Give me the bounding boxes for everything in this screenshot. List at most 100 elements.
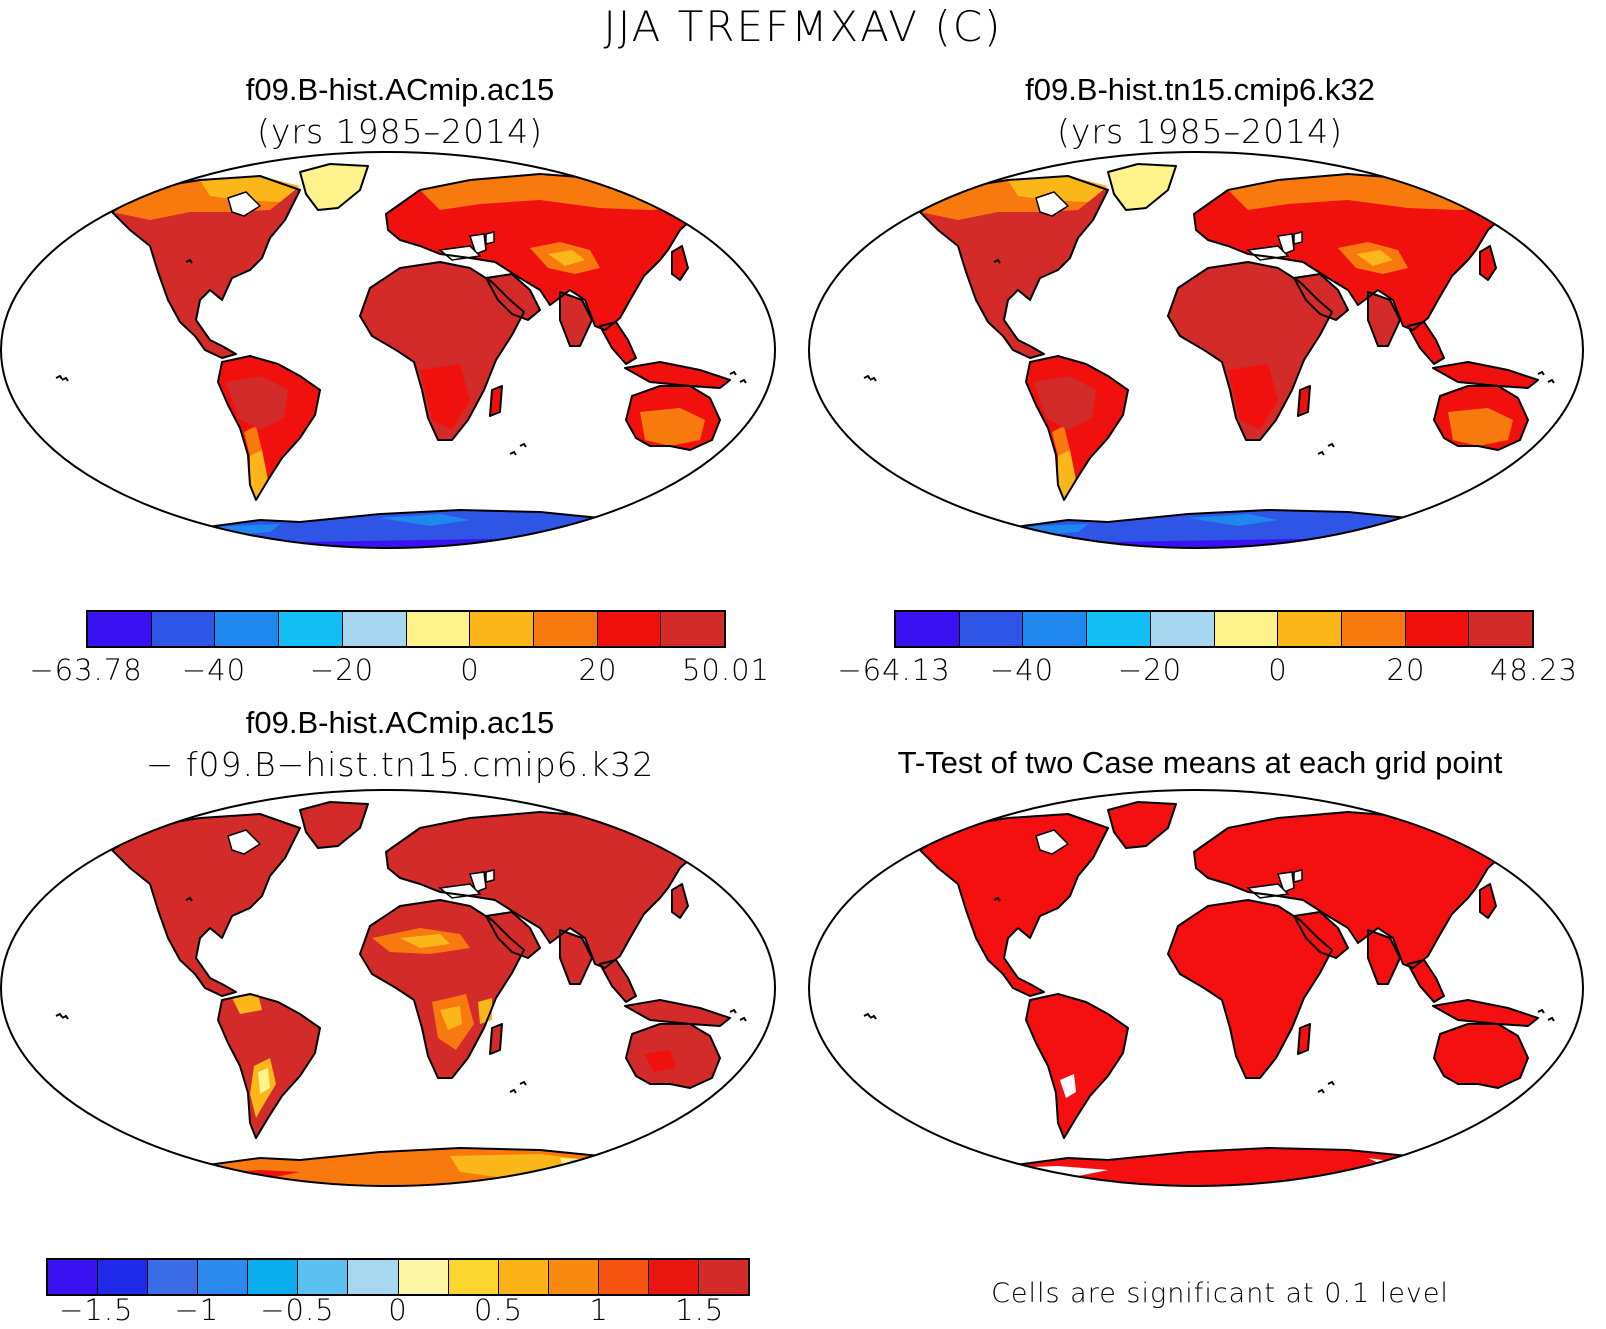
contour-fill	[1113, 166, 1168, 202]
island-outline	[509, 1088, 517, 1094]
land-region-antarctica	[958, 1148, 1448, 1186]
colorbar-ticks-panel-2: −64.13 −40 −20 0 20 48.23	[837, 653, 1577, 689]
land-region-africa	[1168, 262, 1332, 440]
land-region-southAmerica	[1026, 994, 1128, 1138]
colorbar-swatch	[548, 1260, 599, 1294]
colorbar-panel-3	[46, 1258, 750, 1296]
land-region-greenland	[300, 802, 368, 848]
coastline-southAmerica	[1025, 355, 1129, 501]
map-panel-4	[808, 789, 1584, 1187]
colorbar-swatch	[470, 612, 534, 646]
colorbar-swatch	[598, 1260, 649, 1294]
contour-fill	[1034, 376, 1096, 430]
island-outline	[509, 450, 517, 456]
island-outline	[739, 378, 747, 384]
panel-2-title: f09.B-hist.tn15.cmip6.k32	[1025, 72, 1375, 107]
coastline-arabia	[1293, 273, 1349, 321]
panel-1-subtitle: (yrs 1985–2014)	[257, 112, 543, 151]
contour-fill	[200, 176, 300, 202]
coastline-northAmerica	[919, 813, 1109, 997]
coastline-australia	[625, 385, 721, 451]
coastline-greenland	[1107, 163, 1177, 211]
colorbar-swatch	[88, 612, 152, 646]
land-region-africa	[1168, 900, 1332, 1078]
map-panel-3	[0, 789, 776, 1187]
colorbar-tick-label: −1	[174, 1293, 220, 1327]
colorbar-tick-label: 0	[1268, 653, 1288, 687]
coastline-india	[1367, 291, 1401, 347]
colorbar-tick-label: −63.78	[29, 653, 143, 687]
island-outline	[1559, 484, 1567, 490]
lake-outline	[485, 869, 495, 883]
coastline-australia	[625, 1023, 721, 1089]
land-region-northAmerica	[920, 176, 1108, 358]
island-outline	[1537, 370, 1545, 376]
non-significant-area	[1368, 1158, 1438, 1176]
panel-3-subtitle: − f09.B−hist.tn15.cmip6.k32	[145, 745, 655, 784]
colorbar-tick-label: 1	[589, 1293, 609, 1327]
colorbar-swatch	[48, 1260, 99, 1294]
colorbar-swatch	[248, 1260, 299, 1294]
island-outline	[1559, 1122, 1567, 1128]
lake-outline	[1277, 871, 1295, 893]
colorbar-swatch	[98, 1260, 149, 1294]
land-region-madagascar	[490, 386, 502, 416]
colorbar-ticks-panel-3: −1.5 −1 −0.5 0 0.5 1 1.5	[46, 1293, 750, 1329]
island-outline	[1327, 1080, 1335, 1086]
coastline-seAsia	[599, 321, 637, 365]
land-region-arabia	[486, 912, 540, 958]
coastline-indonesia	[1432, 361, 1539, 389]
panel-3-title: f09.B-hist.ACmip.ac15	[245, 705, 555, 740]
contour-fill	[420, 364, 470, 430]
island-outline	[1547, 378, 1555, 384]
island-outline	[519, 442, 527, 448]
contour-fill	[1052, 426, 1070, 456]
island-outline	[993, 896, 1001, 902]
island-outline	[993, 258, 1001, 264]
lake-outline	[1293, 869, 1303, 883]
coastline-japan	[1479, 883, 1497, 919]
map-projection-border	[0, 789, 776, 1187]
colorbar-swatch	[498, 1260, 549, 1294]
land-region-northAmerica	[112, 814, 300, 996]
island-outline	[1567, 1130, 1575, 1136]
coastline-africa	[359, 261, 525, 441]
coastline-india	[559, 929, 593, 985]
colorbar-tick-label: −40	[989, 653, 1055, 687]
colorbar-swatch	[533, 612, 598, 646]
lake-outline	[1277, 233, 1295, 255]
colorbar-tick-label: −1.5	[59, 1293, 134, 1327]
island-outline	[739, 1016, 747, 1022]
significance-note: Cells are significant at 0.1 level	[991, 1278, 1449, 1309]
land-region-eurasia	[1194, 812, 1508, 968]
island-outline	[61, 376, 69, 382]
contour-fill	[440, 1006, 462, 1030]
coastline-australia	[1433, 1023, 1529, 1089]
colorbar-tick-label: 0	[460, 653, 480, 687]
coastline-india	[559, 291, 593, 347]
land-region-northAmerica	[920, 814, 1108, 996]
contour-fill	[644, 1050, 676, 1072]
colorbar-swatch	[1150, 612, 1215, 646]
lake-outline	[438, 245, 482, 261]
coastline-northAmerica	[111, 175, 301, 359]
colorbar-tick-label: −64.13	[837, 653, 951, 687]
contour-fill	[226, 376, 288, 430]
panel-2-subtitle: (yrs 1985–2014)	[1057, 112, 1343, 151]
contour-fill	[548, 250, 585, 266]
coastline-northAmerica	[919, 175, 1109, 359]
colorbar-swatch	[1278, 612, 1342, 646]
colorbar-swatch	[298, 1260, 349, 1294]
colorbar-tick-label: −20	[1117, 653, 1183, 687]
coastline-africa	[359, 899, 525, 1079]
lake-outline	[1035, 191, 1070, 217]
colorbar-tick-label: 50.01	[681, 653, 771, 687]
coastline-africa	[1167, 261, 1333, 441]
colorbar-swatch	[648, 1260, 700, 1294]
island-outline	[869, 376, 877, 382]
colorbar-swatch	[661, 612, 725, 646]
lake-outline	[469, 233, 487, 255]
contour-fill	[258, 1068, 270, 1094]
coastline-madagascar	[1297, 385, 1311, 417]
colorbar-swatch	[959, 612, 1024, 646]
